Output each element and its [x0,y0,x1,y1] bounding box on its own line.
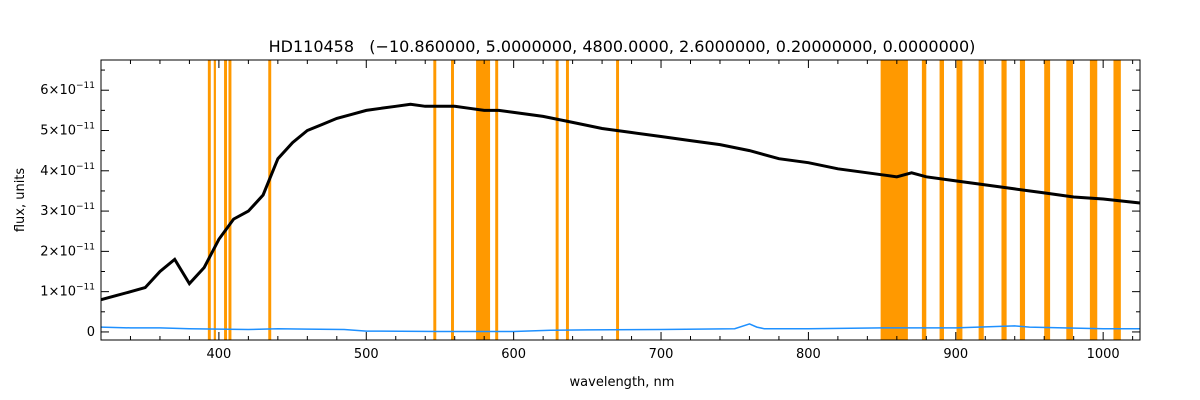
masked-region [1001,60,1007,340]
masked-region [1089,60,1098,340]
y-tick-label: 2×10−11 [40,242,95,259]
masked-region [1044,60,1051,340]
masked-region [224,60,228,340]
x-tick-label: 800 [796,347,821,362]
masked-region [1019,60,1026,340]
masked-region [495,60,499,340]
x-axis: 400 500 600 700 800 900 1000 [129,60,1134,362]
y-axis: 0 1×10−11 2×10−11 3×10−11 4×10−11 5×10−11 6×10… [40,69,1140,340]
masked-region [939,60,944,340]
y-axis-label: flux, units [13,168,28,233]
masked-region [956,60,963,340]
flux-series-line [100,102,1141,302]
chart-title: HD110458 (−10.860000, 5.0000000, 4800.00… [269,37,976,56]
masked-region [880,60,908,340]
masked-region [433,60,437,340]
x-tick-label: 1000 [1087,347,1120,362]
masked-region [921,60,927,340]
x-tick-label: 600 [501,347,526,362]
x-tick-label: 700 [649,347,674,362]
y-tick-label: 6×10−11 [40,81,95,98]
x-tick-label: 500 [354,347,379,362]
masked-region [555,60,559,340]
y-tick-label: 1×10−11 [40,283,95,300]
error-series-line [100,323,1140,333]
masked-region [207,60,211,340]
masked-regions [207,60,1121,340]
masked-region [476,60,491,340]
masked-region [451,60,454,340]
masked-region [565,60,569,340]
x-tick-label: 900 [943,347,968,362]
masked-region [268,60,272,340]
y-tick-label: 3×10−11 [40,202,95,219]
y-tick-label: 4×10−11 [40,162,95,179]
masked-region [616,60,620,340]
x-tick-label: 400 [206,347,231,362]
masked-region [978,60,984,340]
y-tick-label: 5×10−11 [40,122,95,139]
masked-region [228,60,232,340]
x-axis-label: wavelength, nm [570,375,675,390]
plot-frame [100,59,1141,341]
masked-region [213,60,216,340]
masked-region [1066,60,1073,340]
series-layer [100,102,1141,333]
y-tick-label: 0 [87,325,95,340]
